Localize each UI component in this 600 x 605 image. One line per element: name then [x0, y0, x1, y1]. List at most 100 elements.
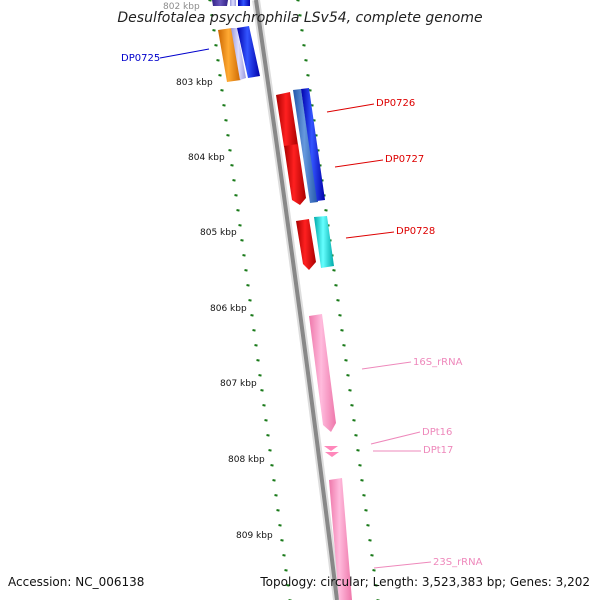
gene-label-dpt16: DPt16 [422, 427, 452, 438]
kbp-label: 806 kbp [210, 304, 247, 314]
tick-mark-minor [298, 14, 302, 17]
tick-mark-minor [264, 419, 268, 422]
tick-mark-minor [242, 254, 246, 257]
leader-16s-rrna [361, 361, 412, 370]
tick-mark-minor [274, 494, 278, 497]
tick-mark-minor [238, 224, 242, 227]
page-title: Desulfotalea psychrophila LSv54, complet… [117, 10, 483, 26]
tick-mark-minor [342, 344, 346, 347]
kbp-label: 807 kbp [220, 379, 257, 389]
tick-mark-minor [228, 149, 232, 152]
tick-mark-minor [226, 134, 230, 137]
tick-mark-minor [284, 569, 288, 572]
tick-mark-minor [208, 0, 212, 2]
tick-mark-minor [332, 269, 336, 272]
gene-label-dp0728: DP0728 [396, 226, 435, 237]
tick-mark-minor [372, 569, 376, 572]
gene-label-dp0726: DP0726 [376, 98, 415, 109]
gene-label-16s-rrna: 16S_rRNA [413, 357, 463, 368]
tick-mark-minor [272, 479, 276, 482]
tick-mark-minor [260, 389, 264, 392]
leader-23s-rrna [373, 561, 432, 569]
gene-feature-dp0728 [296, 219, 316, 270]
tick-mark-minor [366, 524, 370, 527]
tick-mark-minor [296, 0, 300, 2]
tick-mark-minor [286, 584, 290, 587]
gene-label-dpt17: DPt17 [423, 445, 453, 456]
tick-mark-minor [246, 284, 250, 287]
tick-mark-minor [270, 464, 274, 467]
tick-mark-minor [232, 179, 236, 182]
tick-mark-minor [334, 284, 338, 287]
leader-dp0726 [326, 103, 375, 113]
tick-mark-minor [266, 434, 270, 437]
tick-mark-minor [234, 194, 238, 197]
accession-text: Accession: NC_006138 [8, 575, 145, 589]
tick-mark-minor [216, 59, 220, 62]
tick-mark-minor [358, 464, 362, 467]
leader-dp0725 [159, 48, 210, 59]
kbp-label: 803 kbp [176, 78, 213, 88]
tick-mark-minor [356, 449, 360, 452]
tick-mark-minor [236, 209, 240, 212]
tick-mark-minor [300, 29, 304, 32]
tick-mark-minor [336, 299, 340, 302]
gene-feature-dpt16 [324, 446, 338, 451]
tick-mark-minor [210, 14, 214, 17]
gene-feature-dp0725-pale [231, 28, 246, 80]
leader-lines [159, 48, 432, 569]
tick-mark-minor [362, 494, 366, 497]
gene-feature-steel [293, 89, 318, 203]
gene-label-dp0725: DP0725 [121, 53, 160, 64]
leader-dp0728 [345, 231, 395, 239]
tick-mark-minor [240, 239, 244, 242]
backbone [252, 0, 341, 601]
tick-mark-minor [258, 374, 262, 377]
gene-feature-dp0726 [276, 92, 298, 147]
gene-label-23s-rrna: 23S_rRNA [433, 557, 483, 568]
tick-mark-minor [212, 29, 216, 32]
tick-mark-minor [340, 329, 344, 332]
tick-mark-minor [282, 554, 286, 557]
tick-mark-minor [220, 89, 224, 92]
tick-mark-minor [248, 299, 252, 302]
tick-mark-minor [352, 419, 356, 422]
tick-mark-minor [280, 539, 284, 542]
tick-mark-minor [222, 104, 226, 107]
gene-labels: DP0725 DP0726 DP0727 DP0728 16S_rRNA DPt… [121, 53, 483, 568]
feature-pale-top [230, 0, 236, 6]
gene-feature-blue-long [301, 88, 325, 201]
tick-mark-minor [262, 404, 266, 407]
kbp-labels: 802 kbp 803 kbp 804 kbp 805 kbp 806 kbp … [163, 2, 273, 541]
tick-mark-minor [252, 329, 256, 332]
tick-mark-minor [268, 449, 272, 452]
tick-mark-minor [254, 344, 258, 347]
tick-mark-minor [370, 554, 374, 557]
tick-mark-minor [350, 404, 354, 407]
leader-dpt16 [370, 431, 421, 445]
gene-label-dp0727: DP0727 [385, 154, 424, 165]
gene-feature-23s-rrna [329, 478, 352, 600]
kbp-label: 802 kbp [163, 2, 200, 12]
tick-mark-minor [214, 44, 218, 47]
kbp-label: 805 kbp [200, 228, 237, 238]
tick-mark-minor [278, 524, 282, 527]
gene-feature-dp0725-orange [218, 28, 241, 82]
tick-mark-minor [306, 74, 310, 77]
gene-feature-dp0727 [284, 144, 306, 205]
tick-mark-minor [256, 359, 260, 362]
gene-feature-dpt17 [325, 452, 339, 457]
feature-purple-top [212, 0, 228, 6]
tick-mark-minor [354, 434, 358, 437]
feature-blue-top [238, 0, 250, 6]
leader-dp0727 [334, 159, 384, 168]
tick-mark-minor [348, 389, 352, 392]
tick-mark-minor [302, 44, 306, 47]
tick-mark-minor [224, 119, 228, 122]
kbp-label: 804 kbp [188, 153, 225, 163]
gene-feature-cyan [314, 216, 334, 268]
tick-mark-minor [250, 314, 254, 317]
kbp-label: 809 kbp [236, 531, 273, 541]
